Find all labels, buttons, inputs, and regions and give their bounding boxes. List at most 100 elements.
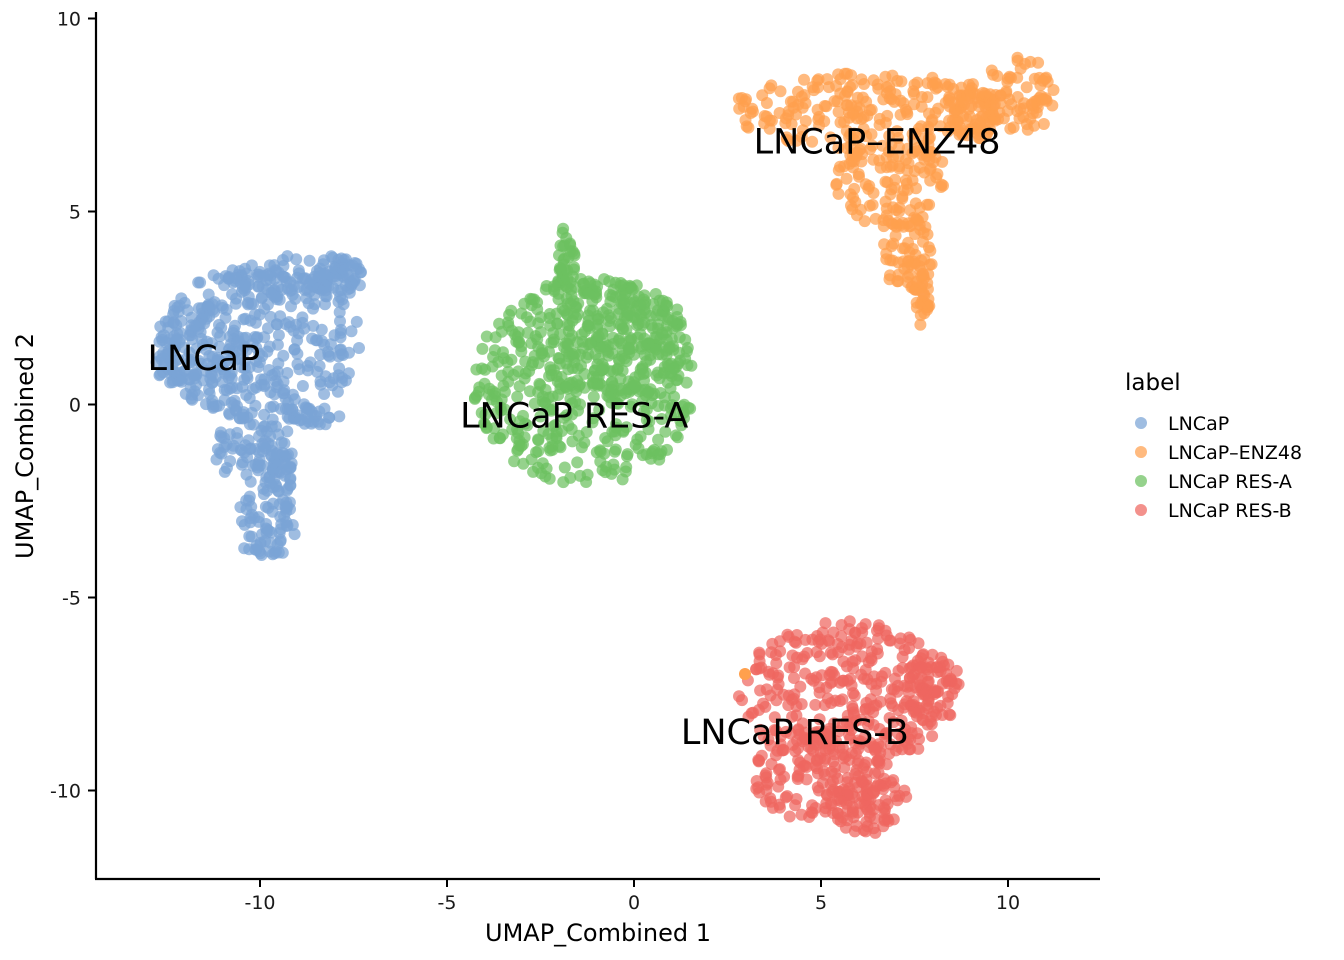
point — [605, 467, 618, 480]
x-tick-label: -10 — [244, 892, 275, 914]
point — [896, 216, 909, 229]
point — [841, 785, 854, 798]
point — [806, 81, 819, 94]
point — [901, 261, 914, 274]
point — [678, 398, 691, 411]
point — [772, 763, 785, 776]
point — [896, 190, 909, 203]
point — [346, 259, 359, 272]
point — [745, 707, 758, 720]
point — [925, 258, 938, 271]
point — [736, 694, 748, 707]
point — [323, 350, 336, 363]
point — [674, 414, 687, 427]
point — [596, 379, 609, 392]
point — [569, 396, 582, 408]
point — [903, 642, 915, 655]
point — [671, 431, 684, 444]
point — [333, 306, 346, 319]
point — [1007, 121, 1020, 134]
point — [343, 286, 356, 299]
point — [906, 670, 919, 683]
point — [907, 695, 920, 708]
point — [878, 814, 891, 827]
point — [879, 666, 892, 679]
point — [603, 391, 616, 404]
point — [654, 448, 667, 461]
point — [634, 430, 647, 443]
point — [296, 380, 309, 392]
point — [244, 516, 257, 529]
point — [291, 358, 304, 371]
point — [203, 349, 216, 362]
point — [942, 677, 955, 690]
point — [207, 269, 220, 282]
point — [813, 686, 826, 699]
point — [878, 730, 891, 743]
point — [892, 275, 905, 288]
point — [988, 113, 1001, 125]
point — [568, 261, 580, 274]
point — [263, 340, 276, 353]
point — [866, 198, 879, 211]
point — [190, 342, 203, 355]
point — [333, 362, 346, 375]
point — [782, 105, 795, 118]
point — [253, 453, 266, 466]
point — [252, 464, 265, 477]
point — [781, 790, 794, 803]
point — [773, 107, 786, 119]
y-tick-label: -5 — [62, 588, 81, 610]
point — [607, 458, 620, 471]
point — [660, 334, 673, 347]
point — [475, 406, 488, 419]
point — [268, 456, 281, 469]
point — [197, 374, 210, 387]
point — [261, 484, 274, 497]
point — [889, 88, 902, 101]
point — [245, 406, 258, 419]
point — [923, 131, 936, 144]
point — [214, 426, 227, 439]
point — [910, 182, 922, 195]
point — [806, 135, 819, 148]
point — [298, 322, 311, 335]
point — [798, 73, 810, 86]
point — [296, 311, 309, 324]
point — [582, 287, 595, 300]
point — [153, 369, 166, 382]
point — [1020, 81, 1033, 94]
point — [331, 274, 344, 287]
point — [799, 115, 812, 127]
point — [479, 363, 492, 376]
point — [788, 688, 801, 701]
point — [616, 473, 629, 486]
point — [607, 365, 620, 378]
point — [334, 344, 346, 357]
point — [880, 253, 893, 266]
point — [770, 657, 783, 670]
point — [744, 107, 757, 119]
point — [944, 121, 956, 134]
point — [532, 445, 545, 458]
point — [668, 390, 681, 403]
point — [524, 292, 537, 305]
point — [652, 318, 665, 331]
point — [211, 443, 224, 456]
point — [624, 400, 637, 413]
point — [534, 379, 547, 392]
point — [928, 76, 941, 89]
point — [335, 376, 348, 389]
point — [258, 302, 271, 315]
point — [680, 376, 693, 389]
point — [281, 367, 294, 379]
point — [206, 376, 219, 389]
point — [278, 437, 291, 450]
point — [877, 220, 890, 233]
point — [559, 337, 572, 350]
point — [879, 624, 892, 637]
point — [529, 330, 542, 343]
point — [226, 381, 239, 394]
point — [172, 353, 185, 366]
point — [476, 342, 489, 355]
